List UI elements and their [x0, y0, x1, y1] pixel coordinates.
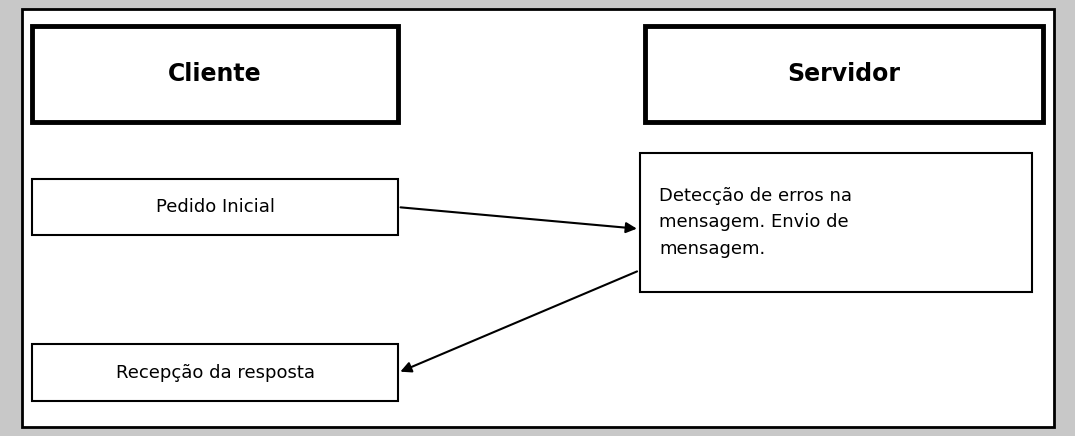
Text: Pedido Inicial: Pedido Inicial [156, 198, 274, 216]
Text: Servidor: Servidor [787, 62, 901, 86]
Bar [32, 179, 398, 235]
Bar [640, 153, 1032, 292]
Bar [32, 26, 398, 122]
Bar [645, 26, 1043, 122]
Text: Detecção de erros na
mensagem. Envio de
mensagem.: Detecção de erros na mensagem. Envio de … [659, 187, 852, 258]
Text: Recepção da resposta: Recepção da resposta [115, 364, 315, 382]
Bar [32, 344, 398, 401]
Text: Cliente: Cliente [168, 62, 262, 86]
